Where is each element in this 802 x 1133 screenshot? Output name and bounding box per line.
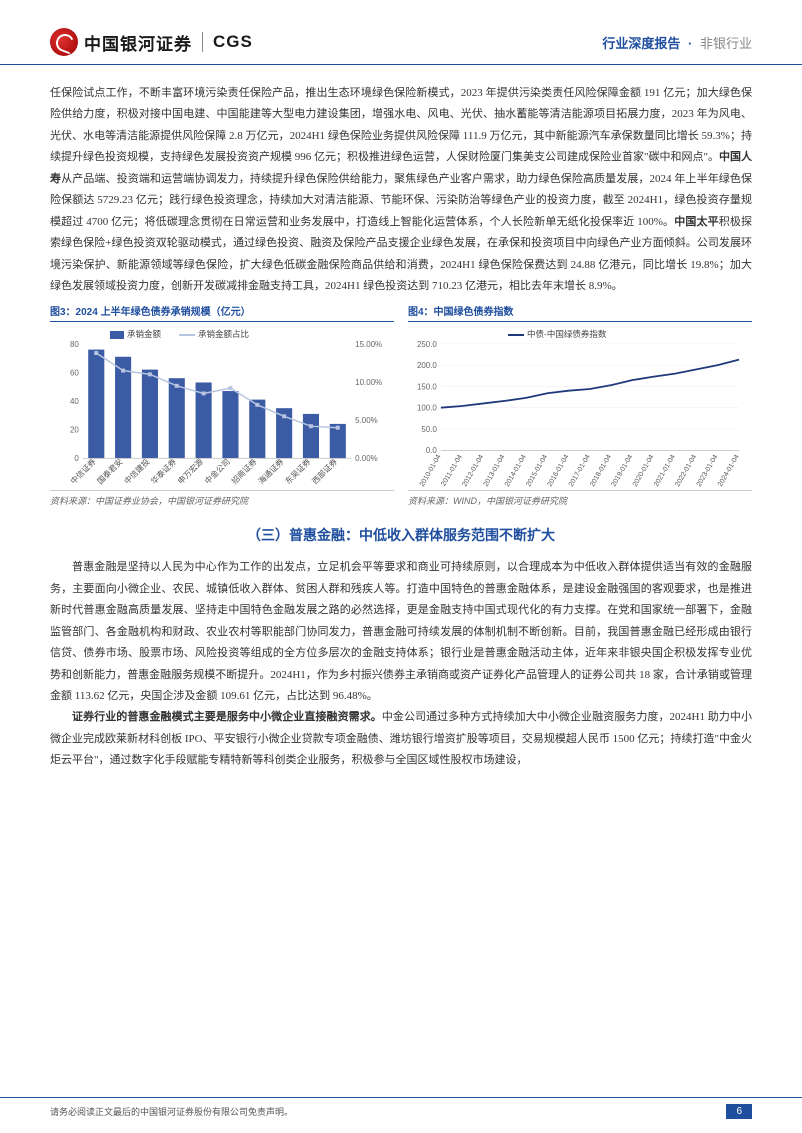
chart4-source: 资料来源：WIND，中国银河证券研究院 [408,494,752,507]
svg-text:西部证券: 西部证券 [310,457,340,487]
svg-text:华泰证券: 华泰证券 [149,457,179,487]
chart3-area: 承销金额 承销金额占比 0 20 40 60 80 0.00% 5.00% 10.00% 15.… [50,326,394,491]
svg-text:海通证券: 海通证券 [256,457,286,487]
svg-text:250.0: 250.0 [417,340,437,349]
chart3-title: 图3：2024 上半年绿色债券承销规模（亿元） [50,303,394,322]
svg-text:0: 0 [74,455,79,464]
svg-text:招商证券: 招商证券 [229,457,259,487]
page-number: 6 [726,1104,752,1119]
text-segment: 从产品端、投资端和运营端协调发力，持续提升绿色保险供给能力，聚焦绿色产业客户需求… [50,173,752,228]
svg-text:10.00%: 10.00% [355,378,382,387]
svg-text:50.0: 50.0 [421,425,437,434]
svg-text:150.0: 150.0 [417,383,437,392]
chart4-title: 图4：中国绿色债券指数 [408,303,752,322]
svg-text:2016-01-04: 2016-01-04 [547,454,571,488]
logo-text-cn: 中国银河证券 [84,30,192,55]
svg-text:2020-01-04: 2020-01-04 [632,454,656,488]
svg-text:国泰君安: 国泰君安 [95,457,125,487]
legend-line: 承销金额占比 [179,328,249,340]
chart4-column: 图4：中国绿色债券指数 中债-中国绿债券指数 0.050.0100.0150.0… [408,303,752,507]
chart3-column: 图3：2024 上半年绿色债券承销规模（亿元） 承销金额 承销金额占比 0 20 4… [50,303,394,507]
legend-bar: 承销金额 [110,328,161,340]
svg-text:2014-01-04: 2014-01-04 [504,454,528,488]
svg-text:东吴证券: 东吴证券 [283,457,313,487]
svg-text:5.00%: 5.00% [355,416,378,425]
page-footer: 请务必阅读正文最后的中国银河证券股份有限公司免责声明。 6 [0,1097,802,1133]
svg-text:20: 20 [70,426,79,435]
svg-text:2018-01-04: 2018-01-04 [589,454,613,488]
bold-company-2: 中国太平 [674,216,719,228]
svg-text:60: 60 [70,369,79,378]
section-heading: （三）普惠金融：中低收入群体服务范围不断扩大 [50,525,752,545]
chart3-svg: 0204060800.00%5.00%10.00%15.00%中信证券国泰君安中… [50,326,394,490]
svg-text:2012-01-04: 2012-01-04 [461,454,485,488]
svg-text:100.0: 100.0 [417,404,437,413]
svg-text:中信证券: 中信证券 [68,457,98,487]
svg-text:2011-01-04: 2011-01-04 [440,454,464,488]
svg-text:2017-01-04: 2017-01-04 [568,454,592,488]
main-content: 任保险试点工作，不断丰富环境污染责任保险产品，推出生态环境绿色保险新模式，202… [0,65,802,772]
text-segment: 任保险试点工作，不断丰富环境污染责任保险产品，推出生态环境绿色保险新模式，202… [50,87,752,163]
header-right: 行业深度报告 · 非银行业 [602,33,752,52]
page-header: 中国银河证券 CGS 行业深度报告 · 非银行业 [0,0,802,65]
svg-text:2015-01-04: 2015-01-04 [525,454,549,488]
report-type: 行业深度报告 [602,36,680,51]
svg-text:15.00%: 15.00% [355,340,382,349]
chart3-source: 资料来源：中国证券业协会，中国银河证券研究院 [50,494,394,507]
svg-text:2021-01-04: 2021-01-04 [653,454,677,488]
svg-text:80: 80 [70,340,79,349]
logo-block: 中国银河证券 CGS [50,28,253,56]
industry-label: 非银行业 [700,36,752,51]
svg-text:2023-01-04: 2023-01-04 [696,454,720,488]
disclaimer-text: 请务必阅读正文最后的中国银河证券股份有限公司免责声明。 [50,1105,293,1118]
svg-text:200.0: 200.0 [417,362,437,371]
chart4-legend: 中债-中国绿债券指数 [508,328,606,340]
logo-text-en: CGS [213,32,253,52]
chart3-legend: 承销金额 承销金额占比 [110,328,249,340]
svg-text:2024-01-04: 2024-01-04 [717,454,741,488]
logo-separator [202,32,203,52]
svg-text:40: 40 [70,397,79,406]
charts-row: 图3：2024 上半年绿色债券承销规模（亿元） 承销金额 承销金额占比 0 20 4… [50,303,752,507]
chart4-svg: 0.050.0100.0150.0200.0250.02010-01-04201… [408,326,752,490]
svg-text:中金公司: 中金公司 [202,457,232,487]
paragraph-4: 证券行业的普惠金融模式主要是服务中小微企业直接融资需求。中金公司通过多种方式持续… [50,707,752,771]
svg-text:0.00%: 0.00% [355,455,378,464]
paragraph-3: 普惠金融是坚持以人民为中心作为工作的出发点，立足机会平等要求和商业可持续原则，以… [50,557,752,707]
logo-icon [50,28,78,56]
chart4-area: 中债-中国绿债券指数 0.050.0100.0150.0200.0250.020… [408,326,752,491]
svg-text:2019-01-04: 2019-01-04 [610,454,634,488]
separator-dot: · [688,36,692,51]
paragraph-top: 任保险试点工作，不断丰富环境污染责任保险产品，推出生态环境绿色保险新模式，202… [50,83,752,297]
svg-text:申万宏源: 申万宏源 [176,457,206,487]
svg-text:2022-01-04: 2022-01-04 [674,454,698,488]
svg-text:中信建投: 中信建投 [122,457,152,487]
bold-lead-3: 证券行业的普惠金融模式主要是服务中小微企业直接融资需求。 [72,711,382,723]
svg-text:2013-01-04: 2013-01-04 [483,454,507,488]
svg-text:2010-01-04: 2010-01-04 [419,454,443,488]
